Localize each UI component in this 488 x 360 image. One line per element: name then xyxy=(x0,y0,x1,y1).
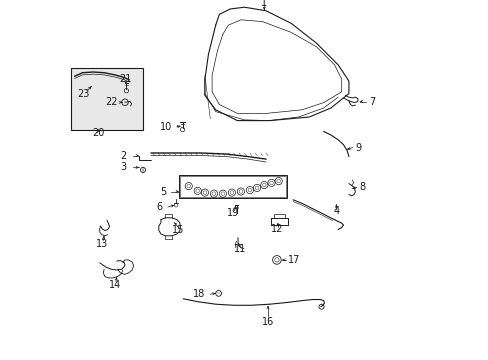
Text: 7: 7 xyxy=(368,96,374,107)
Text: 5: 5 xyxy=(160,186,166,197)
Text: 12: 12 xyxy=(271,224,283,234)
Text: 22: 22 xyxy=(105,97,118,107)
Text: 18: 18 xyxy=(192,289,204,299)
Text: 20: 20 xyxy=(92,128,104,138)
Bar xyxy=(71,68,142,130)
Text: 10: 10 xyxy=(159,122,171,132)
Text: 16: 16 xyxy=(261,317,273,327)
Text: 2: 2 xyxy=(120,150,126,161)
Text: 6: 6 xyxy=(156,202,162,212)
Text: 17: 17 xyxy=(288,255,300,265)
Text: 3: 3 xyxy=(120,162,126,172)
Bar xyxy=(179,175,286,198)
Text: 9: 9 xyxy=(355,143,361,153)
Text: 15: 15 xyxy=(171,225,183,235)
Text: 21: 21 xyxy=(119,74,131,84)
Text: 8: 8 xyxy=(359,182,365,192)
Text: 11: 11 xyxy=(234,244,246,254)
Text: 13: 13 xyxy=(96,239,108,249)
Text: 1: 1 xyxy=(261,0,267,8)
Text: 4: 4 xyxy=(332,206,339,216)
Text: 23: 23 xyxy=(77,89,89,99)
Text: 14: 14 xyxy=(108,280,121,290)
Bar xyxy=(180,176,285,197)
Text: 19: 19 xyxy=(226,208,239,218)
